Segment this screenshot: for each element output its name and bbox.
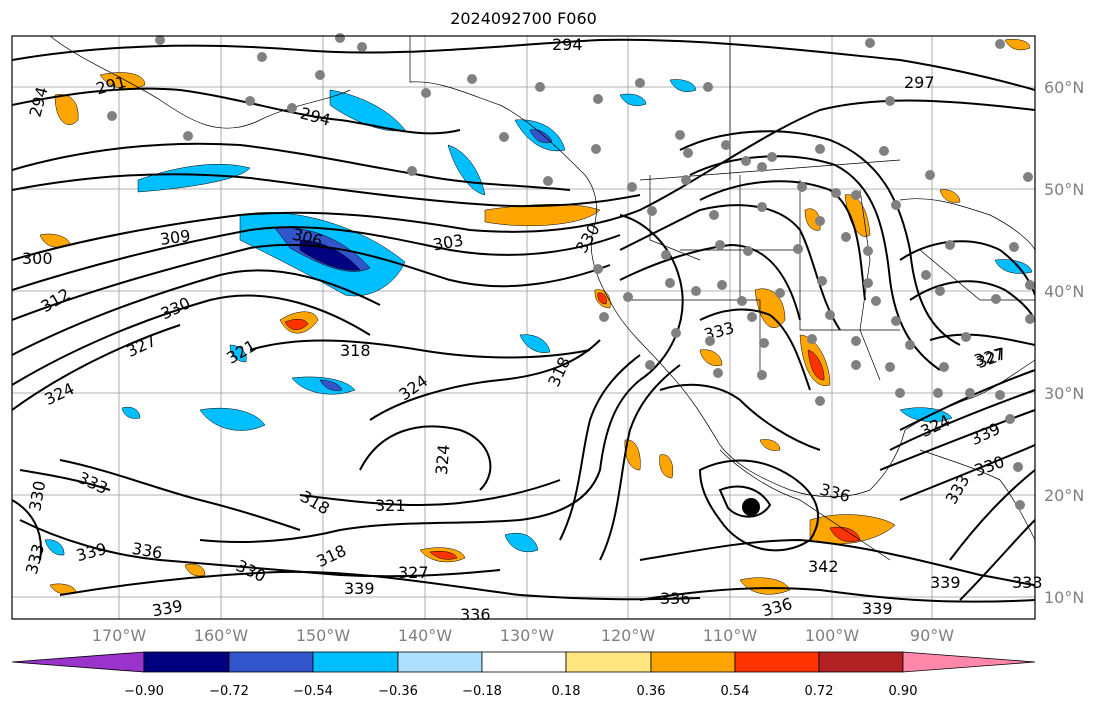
contour-label: 300 [22, 249, 53, 268]
colorbar-tick-label: 0.90 [888, 684, 918, 699]
contour-label: 339 [930, 573, 961, 592]
contour-label: 297 [904, 73, 935, 92]
contour-label: 309 [159, 226, 192, 249]
contour-label: 318 [340, 341, 371, 360]
contour-label: 333 [1012, 573, 1043, 592]
storm-center-marker [742, 498, 760, 516]
lon-label: 130°W [499, 626, 555, 645]
contour-label: 339 [344, 579, 375, 598]
shaded-fields [39, 39, 1033, 595]
lat-label: 10°N [1044, 588, 1085, 607]
colorbar-tick-label: −0.90 [124, 684, 164, 699]
lon-label: 110°W [702, 626, 758, 645]
colorbar-tick-label: 0.72 [804, 684, 834, 699]
colorbar-tick-label: −0.18 [462, 684, 502, 699]
colorbar-tick-label: −0.36 [378, 684, 418, 699]
contour-lines [12, 38, 1035, 603]
lon-label: 170°W [91, 626, 147, 645]
colorbar-tick-label: −0.72 [209, 684, 249, 699]
lon-label: 100°W [804, 626, 860, 645]
lon-label: 90°W [909, 626, 955, 645]
contour-label: 324 [432, 444, 454, 476]
contour-label: 327 [398, 563, 429, 582]
contour-label: 336 [460, 605, 491, 624]
lon-label: 120°W [600, 626, 656, 645]
contour-label: 321 [375, 496, 406, 515]
contour-label: 339 [862, 599, 893, 618]
lat-label: 40°N [1044, 282, 1085, 301]
map-title: 2024092700 F060 [450, 9, 597, 28]
colorbar-tick-label: 0.54 [720, 684, 750, 699]
colorbar-tick-label: 0.36 [636, 684, 666, 699]
colorbar-tick-label: 0.18 [551, 684, 581, 699]
lat-label: 20°N [1044, 486, 1085, 505]
contour-label: 336 [660, 589, 691, 608]
lon-label: 160°W [193, 626, 249, 645]
lat-label: 30°N [1044, 384, 1085, 403]
lat-label: 60°N [1044, 78, 1085, 97]
lat-label: 50°N [1044, 180, 1085, 199]
colorbar-tick-label: −0.54 [293, 684, 333, 699]
lon-label: 140°W [397, 626, 453, 645]
contour-label: 342 [808, 557, 839, 576]
contour-label: 294 [552, 35, 583, 54]
contour-label-group: 294 297 291 294 294 300 309 306 303 312 … [22, 35, 1043, 624]
lon-label: 150°W [295, 626, 351, 645]
station-markers [107, 33, 1035, 510]
